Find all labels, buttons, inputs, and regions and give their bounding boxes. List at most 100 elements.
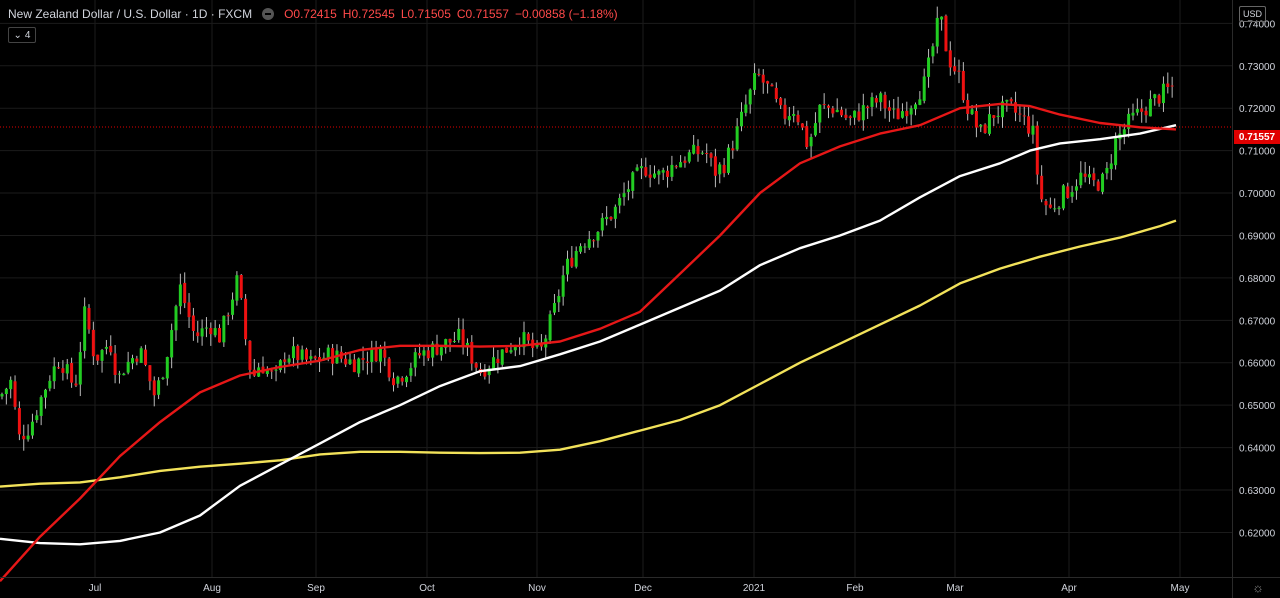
candle-down [592,239,596,248]
candle-body [1166,83,1170,87]
candle-up [1127,108,1131,138]
hide-series-icon[interactable] [262,8,275,20]
candle-body [1135,108,1139,113]
candle-down [505,347,509,353]
candle-up [83,297,87,359]
candle-up [174,304,178,341]
candle-body [487,368,491,376]
ohlc-high: H0.72545 [342,7,395,21]
candle-body [65,364,69,374]
candle-body [961,70,965,101]
candle-body [313,356,317,359]
candle-up [1053,198,1057,213]
candle-down [461,318,465,355]
candle-body [683,160,687,163]
candle-body [148,365,152,382]
x-tick-label: Apr [1061,583,1077,594]
candle-body [870,97,874,107]
candle-body [135,358,139,362]
indicator-collapse-button[interactable]: ⌄ 4 [8,27,36,43]
candle-down [757,68,761,77]
candle-body [39,397,43,416]
candle-up [1153,93,1157,106]
candle-body [892,108,896,110]
candle-body [931,46,935,57]
candle-up [792,105,796,123]
candle-body [914,104,917,110]
candle-body [1127,113,1131,129]
y-tick-label: 0.70000 [1239,189,1276,200]
y-tick-label: 0.68000 [1239,274,1276,285]
symbol-legend: New Zealand Dollar / U.S. Dollar · 1D · … [8,7,618,21]
candle-body [857,111,861,121]
candle-body [244,298,248,340]
candle-up [979,124,983,133]
candle-up [222,315,226,347]
candle-down [831,105,835,118]
candle-body [1061,185,1065,209]
candle-body [83,306,87,351]
candle-body [500,349,504,365]
candle-body [970,109,974,115]
candle-body [1044,201,1048,206]
candle-down [722,158,726,178]
candle-down [187,293,191,329]
candle-body [526,333,530,341]
candle-body [161,377,165,380]
candle-body [787,116,791,121]
candle-body [1101,173,1105,192]
y-tick-label: 0.74000 [1239,19,1276,30]
candle-body [91,329,95,357]
candle-down [183,272,187,309]
candle-body [1140,108,1144,112]
candle-body [209,327,213,335]
currency-button[interactable]: USD [1238,6,1266,22]
candle-body [566,258,569,275]
candle-body [405,376,409,383]
candle-body [78,352,82,385]
candle-body [1079,172,1083,186]
candle-down [844,108,848,121]
candle-down [1166,72,1170,94]
candle-up [1057,205,1061,216]
candle-body [1018,113,1022,115]
candle-up [178,273,182,315]
candle-up [422,344,426,366]
candle-up [396,375,400,388]
candle-up [900,103,904,119]
candle-body [378,348,382,362]
candle-body [827,105,830,108]
candle-body [887,107,891,111]
candle-down [905,101,909,124]
candle-up [583,243,587,254]
candle-body [109,345,113,353]
candle-up [753,63,757,95]
candle-up [78,341,82,397]
candle-body [274,369,278,371]
candle-body [592,240,596,242]
candle-up [635,164,639,172]
candle-up [670,155,674,182]
candle-up [26,424,30,442]
candle-down [331,343,335,376]
candle-body [805,126,809,148]
y-tick-label: 0.71000 [1239,147,1276,158]
candle-down [948,41,952,76]
candle-up [357,357,361,378]
candle-body [583,246,587,248]
gear-icon[interactable]: ☼ [1252,580,1264,595]
candle-body [722,164,726,174]
candle-body [844,114,848,118]
candle-body [639,166,643,169]
candle-body [979,124,983,127]
candle-down [774,82,778,103]
candle-body [1001,101,1004,118]
candle-body [22,435,26,440]
candle-up [1070,185,1074,203]
candle-down [470,335,474,371]
candle-body [1105,167,1109,174]
candle-body [239,274,243,298]
candle-body [235,275,239,301]
candle-body [731,148,735,151]
